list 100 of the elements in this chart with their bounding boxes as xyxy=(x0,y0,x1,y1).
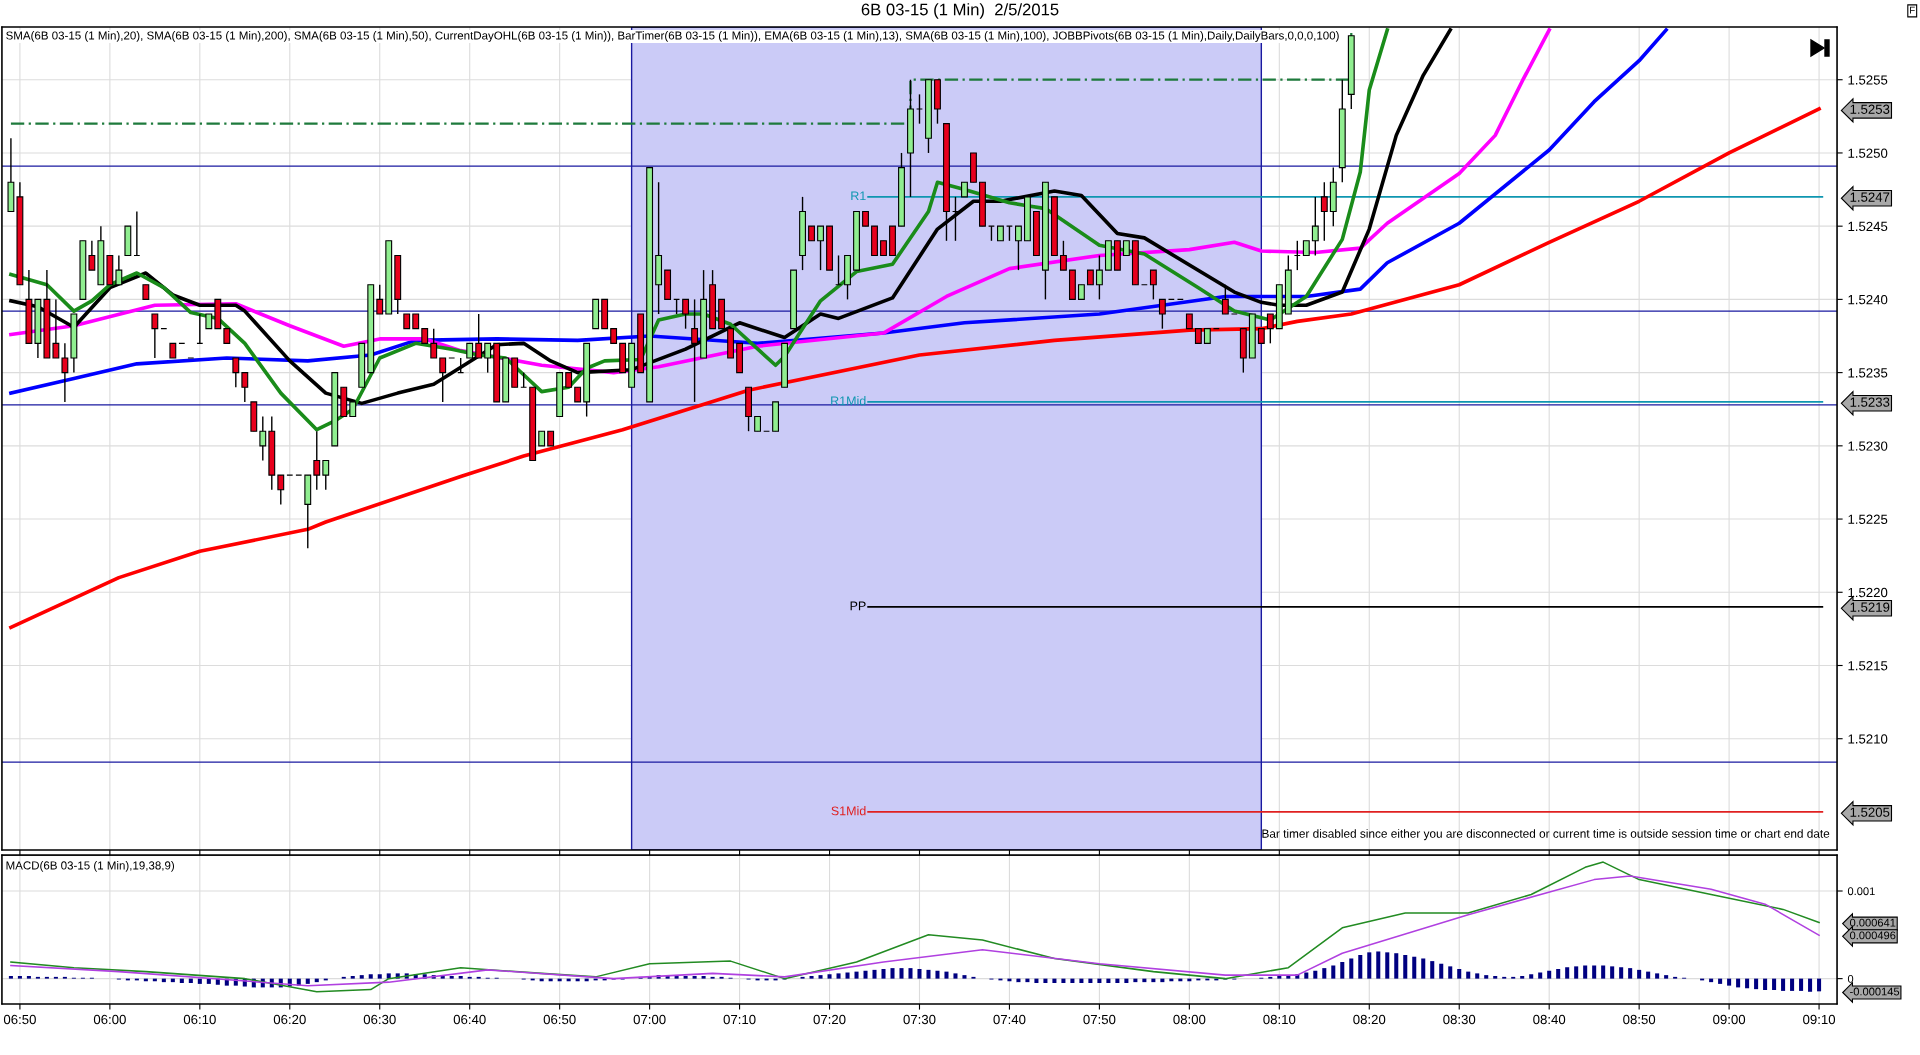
y-tick-label: 1.5250 xyxy=(1848,148,1888,158)
bar xyxy=(197,978,202,984)
bar xyxy=(1484,975,1489,979)
candlestick xyxy=(817,225,824,271)
candlestick xyxy=(1015,225,1022,271)
candlestick xyxy=(691,298,699,403)
y-tick-label: 1.5255 xyxy=(1848,75,1888,85)
bar xyxy=(1394,953,1399,979)
bar xyxy=(1754,978,1759,990)
bar xyxy=(818,975,823,979)
bar xyxy=(1520,976,1525,979)
bar xyxy=(836,973,841,979)
bar xyxy=(1610,966,1615,979)
bar xyxy=(863,970,868,979)
annotation: Bar timer disabled since either you are disconnected or current time is outside session time or chart end date xyxy=(1262,829,1830,841)
bar xyxy=(1331,965,1336,979)
candlestick xyxy=(484,342,492,374)
y-tick-label: 1.5230 xyxy=(1848,441,1888,451)
y2-tick-label: 1.5219 xyxy=(1850,602,1890,612)
x-tick-label: 07:50 xyxy=(1083,1014,1116,1025)
bar xyxy=(1448,966,1453,979)
candlestick xyxy=(232,357,240,388)
x-tick-label: 08:40 xyxy=(1533,1014,1566,1025)
x-tick-label: 06:10 xyxy=(183,1014,216,1025)
bar xyxy=(206,978,211,984)
bar xyxy=(1403,954,1408,979)
ref-line-label: R1 xyxy=(851,191,866,201)
y2-tick-label: 1.5205 xyxy=(1850,807,1890,817)
bar xyxy=(953,973,958,979)
bar xyxy=(845,972,850,979)
bar xyxy=(1466,971,1471,979)
y2-tick-label: 1.5247 xyxy=(1850,192,1890,202)
y2-tick-label: 1.5233 xyxy=(1850,397,1890,407)
line-series xyxy=(10,875,1820,987)
ref-line-label: R1Mid xyxy=(831,396,866,406)
text: F xyxy=(1910,6,1915,14)
y-tick-label: 0.001 xyxy=(1847,887,1875,896)
bar xyxy=(1565,967,1570,979)
x-tick-label: 06:00 xyxy=(93,1014,126,1025)
y-tick-label: 1.5220 xyxy=(1848,587,1888,598)
candlestick xyxy=(1221,284,1229,315)
chart-title: 6B 03-15 (1 Min) 2/5/2015 xyxy=(861,3,1059,19)
bar xyxy=(908,968,913,979)
y2-tick-label: 1.5253 xyxy=(1850,104,1890,114)
bar xyxy=(683,976,688,979)
candlestick xyxy=(475,313,483,359)
bar xyxy=(1628,968,1633,979)
ref-line-label: PP xyxy=(850,601,866,611)
bar xyxy=(1772,978,1777,991)
bar xyxy=(1601,965,1606,979)
candlestick xyxy=(61,342,69,403)
bar xyxy=(881,968,886,979)
bar xyxy=(1385,952,1390,979)
candlestick xyxy=(322,459,330,491)
x-tick-label: 09:00 xyxy=(1713,1014,1746,1025)
x-tick-label: 07:00 xyxy=(633,1014,666,1025)
x-tick-label: 06:20 xyxy=(273,1014,306,1025)
candlestick xyxy=(1311,196,1319,257)
bar xyxy=(1340,961,1345,979)
candlestick xyxy=(376,284,384,315)
y2-tick-label: -0.000145 xyxy=(1850,987,1900,996)
bar xyxy=(1376,951,1381,979)
x-tick-label: 07:30 xyxy=(903,1014,936,1025)
bar xyxy=(701,976,706,979)
bar xyxy=(1799,978,1804,991)
bar xyxy=(1538,972,1543,979)
bar xyxy=(1322,968,1327,979)
y-tick-label: 1.5225 xyxy=(1848,514,1888,524)
y2-tick-label: 0.000496 xyxy=(1849,931,1896,940)
bar xyxy=(1781,978,1786,991)
bar xyxy=(917,968,922,979)
bar xyxy=(935,970,940,979)
y-tick-label: 1.5235 xyxy=(1848,368,1888,378)
bar xyxy=(368,974,373,979)
y2-tick-label: 0.000641 xyxy=(1849,918,1896,927)
ref-line-label: S1Mid xyxy=(831,806,866,816)
bar xyxy=(350,976,355,979)
candlestick xyxy=(115,254,123,286)
bar xyxy=(899,968,904,979)
candlestick xyxy=(1320,181,1328,242)
candlestick xyxy=(1095,254,1103,301)
bar xyxy=(1556,968,1561,979)
bar xyxy=(1574,966,1579,979)
bar xyxy=(962,975,967,979)
bar xyxy=(305,978,310,984)
bar xyxy=(692,976,697,979)
bar xyxy=(1790,978,1795,991)
bar xyxy=(1313,970,1318,979)
chart-subtitle: SMA(6B 03-15 (1 Min),20), SMA(6B 03-15 (1 Min),200), SMA(6B 03-15 (1 Min),50), CurrentDayOHL(6B 03-15 (1 Min)), BarTimer(6B 03-15 (1 Min)), EMA(6B 03-15 (1 Min),13), SMA(6B 03-15 (1 Min),100), JOBBPivots(6B 03-15 (1 Min),Daily,DailyBars,0,0,0,100) xyxy=(6,31,1339,42)
candlestick xyxy=(439,357,447,403)
bar xyxy=(1637,969,1642,979)
candlestick xyxy=(259,415,267,462)
candlestick xyxy=(52,298,60,359)
y-tick-label: 1.5245 xyxy=(1848,221,1888,232)
bar xyxy=(1277,976,1282,979)
bar xyxy=(854,971,859,979)
x-tick-label: 08:30 xyxy=(1443,1014,1476,1025)
bar xyxy=(1493,976,1498,979)
bar xyxy=(458,976,463,979)
candlestick xyxy=(430,327,438,359)
